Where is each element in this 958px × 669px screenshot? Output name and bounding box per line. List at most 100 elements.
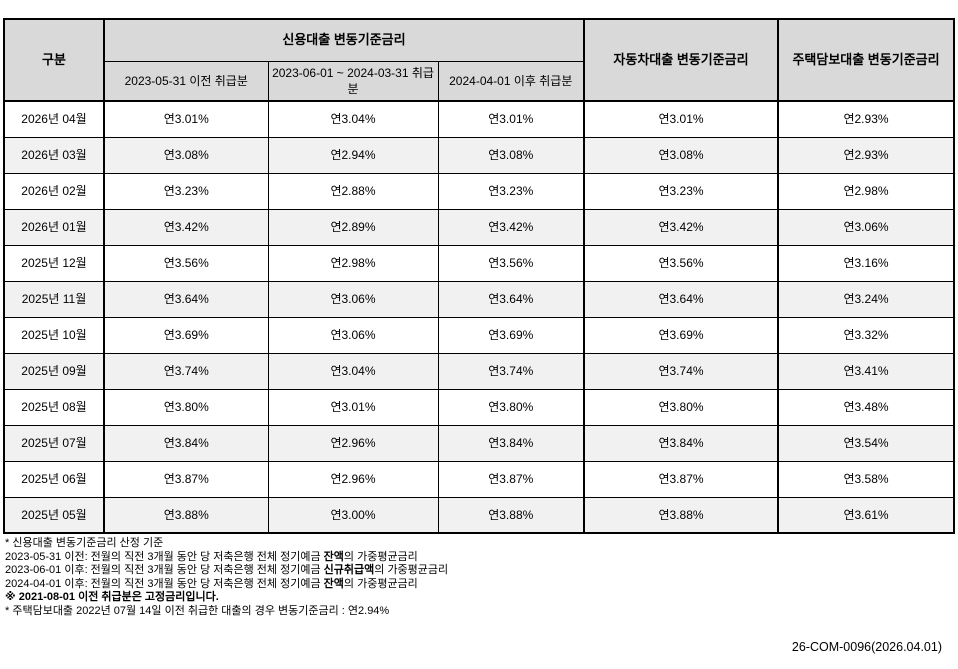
rate-value-cell: 연2.94%	[267, 136, 439, 174]
rate-value-cell: 연3.23%	[103, 172, 269, 210]
row-month-label: 2025년 07월	[3, 424, 105, 462]
header-credit-before-2023-05-31: 2023-05-31 이전 취급분	[103, 60, 269, 102]
row-month-label: 2026년 04월	[3, 100, 105, 138]
table-body: 2026년 04월 연3.01% 연3.04% 연3.01% 연3.01% 연2.93% 2…	[3, 100, 955, 534]
rate-value-cell: 연3.42%	[437, 208, 586, 246]
rate-value-cell: 연3.69%	[437, 316, 586, 354]
rate-value-cell: 연3.64%	[103, 280, 269, 318]
rate-value-cell: 연3.32%	[777, 316, 955, 354]
rate-value-cell: 연3.04%	[267, 100, 439, 138]
rate-value-cell: 연3.01%	[103, 100, 269, 138]
rate-value-cell: 연3.74%	[583, 352, 780, 390]
rate-value-cell: 연2.96%	[267, 424, 439, 462]
table-row: 2025년 11월 연3.64% 연3.06% 연3.64% 연3.64% 연3.24%	[3, 280, 955, 318]
rate-value-cell: 연3.16%	[777, 244, 955, 282]
rate-value-cell: 연3.01%	[583, 100, 780, 138]
rate-value-cell: 연3.04%	[267, 352, 439, 390]
rate-value-cell: 연3.58%	[777, 460, 955, 498]
row-month-label: 2025년 08월	[3, 388, 105, 426]
row-month-label: 2026년 02월	[3, 172, 105, 210]
rate-value-cell: 연3.54%	[777, 424, 955, 462]
rate-value-cell: 연3.06%	[267, 316, 439, 354]
rate-value-cell: 연3.23%	[437, 172, 586, 210]
rate-value-cell: 연3.87%	[437, 460, 586, 498]
footnote-line: ※ 2021-08-01 이전 취급분은 고정금리입니다.	[5, 591, 219, 603]
header-mortgage-loan: 주택담보대출 변동기준금리	[777, 18, 955, 102]
table-row: 2025년 09월 연3.74% 연3.04% 연3.74% 연3.74% 연3.41%	[3, 352, 955, 390]
rate-value-cell: 연3.48%	[777, 388, 955, 426]
rate-value-cell: 연3.01%	[437, 100, 586, 138]
rate-value-cell: 연3.01%	[267, 388, 439, 426]
row-month-label: 2025년 11월	[3, 280, 105, 318]
rate-value-cell: 연3.74%	[437, 352, 586, 390]
table-row: 2026년 03월 연3.08% 연2.94% 연3.08% 연3.08% 연2.93%	[3, 136, 955, 174]
table-row: 2025년 07월 연3.84% 연2.96% 연3.84% 연3.84% 연3.54%	[3, 424, 955, 462]
header-credit-2023-06-01-to-2024-03-31: 2023-06-01 ~ 2024-03-31 취급분	[267, 60, 439, 102]
table-row: 2025년 06월 연3.87% 연2.96% 연3.87% 연3.87% 연3.58%	[3, 460, 955, 498]
rate-value-cell: 연2.93%	[777, 136, 955, 174]
rate-value-cell: 연3.64%	[437, 280, 586, 318]
table-row: 2026년 02월 연3.23% 연2.88% 연3.23% 연3.23% 연2.98%	[3, 172, 955, 210]
rate-value-cell: 연3.00%	[267, 496, 439, 534]
footnote-line: 2023-05-31 이전: 전월의 직전 3개월 동안 당 저축은행 전체 정…	[5, 550, 418, 563]
rate-value-cell: 연2.88%	[267, 172, 439, 210]
row-month-label: 2025년 09월	[3, 352, 105, 390]
row-month-label: 2025년 10월	[3, 316, 105, 354]
rate-value-cell: 연3.42%	[583, 208, 780, 246]
header-category: 구분	[3, 18, 105, 102]
footnote-line: 2023-06-01 이후: 전월의 직전 3개월 동안 당 저축은행 전체 정…	[5, 564, 449, 576]
rate-value-cell: 연3.80%	[103, 388, 269, 426]
table-row: 2026년 04월 연3.01% 연3.04% 연3.01% 연3.01% 연2.93%	[3, 100, 955, 138]
table-row: 2025년 12월 연3.56% 연2.98% 연3.56% 연3.56% 연3.16%	[3, 244, 955, 282]
rate-value-cell: 연3.08%	[437, 136, 586, 174]
rate-value-cell: 연2.89%	[267, 208, 439, 246]
rate-value-cell: 연3.87%	[103, 460, 269, 498]
rate-table: 구분 신용대출 변동기준금리 자동차대출 변동기준금리 주택담보대출 변동기준금…	[3, 18, 956, 534]
rate-value-cell: 연2.98%	[777, 172, 955, 210]
rate-value-cell: 연3.06%	[777, 208, 955, 246]
row-month-label: 2026년 01월	[3, 208, 105, 246]
page: 구분 신용대출 변동기준금리 자동차대출 변동기준금리 주택담보대출 변동기준금…	[3, 18, 956, 654]
rate-value-cell: 연3.88%	[103, 496, 269, 534]
rate-value-cell: 연3.80%	[437, 388, 586, 426]
table-row: 2025년 05월 연3.88% 연3.00% 연3.88% 연3.88% 연3.61%	[3, 496, 955, 534]
rate-value-cell: 연3.88%	[583, 496, 780, 534]
rate-value-cell: 연3.24%	[777, 280, 955, 318]
rate-value-cell: 연3.84%	[103, 424, 269, 462]
rate-value-cell: 연3.23%	[583, 172, 780, 210]
row-month-label: 2025년 05월	[3, 496, 105, 534]
row-month-label: 2025년 12월	[3, 244, 105, 282]
rate-value-cell: 연3.64%	[583, 280, 780, 318]
rate-value-cell: 연3.69%	[583, 316, 780, 354]
table-row: 2026년 01월 연3.42% 연2.89% 연3.42% 연3.42% 연3.06%	[3, 208, 955, 246]
rate-value-cell: 연3.56%	[103, 244, 269, 282]
rate-value-cell: 연3.69%	[103, 316, 269, 354]
rate-value-cell: 연3.80%	[583, 388, 780, 426]
rate-value-cell: 연3.61%	[777, 496, 955, 534]
rate-value-cell: 연3.88%	[437, 496, 586, 534]
rate-value-cell: 연2.96%	[267, 460, 439, 498]
header-auto-loan: 자동차대출 변동기준금리	[583, 18, 780, 102]
header-row-2: 2023-05-31 이전 취급분 2023-06-01 ~ 2024-03-3…	[4, 60, 954, 102]
header-credit-after-2024-04-01: 2024-04-01 이후 취급분	[437, 60, 586, 102]
rate-value-cell: 연2.93%	[777, 100, 955, 138]
rate-value-cell: 연3.08%	[583, 136, 780, 174]
rate-value-cell: 연2.98%	[267, 244, 439, 282]
rate-value-cell: 연3.74%	[103, 352, 269, 390]
rate-value-cell: 연3.84%	[583, 424, 780, 462]
header-credit-loan-group: 신용대출 변동기준금리	[103, 18, 586, 62]
table-row: 2025년 10월 연3.69% 연3.06% 연3.69% 연3.69% 연3.32%	[3, 316, 955, 354]
footnote-line: * 신용대출 변동기준금리 산정 기준	[5, 537, 164, 549]
rate-value-cell: 연3.41%	[777, 352, 955, 390]
header-row-1: 구분 신용대출 변동기준금리 자동차대출 변동기준금리 주택담보대출 변동기준금…	[3, 18, 955, 102]
table-header: 구분 신용대출 변동기준금리 자동차대출 변동기준금리 주택담보대출 변동기준금…	[3, 18, 955, 102]
row-month-label: 2026년 03월	[3, 136, 105, 174]
rate-value-cell: 연3.56%	[437, 244, 586, 282]
footnote-line: * 주택담보대출 2022년 07월 14일 이전 취급한 대출의 경우 변동기…	[5, 604, 390, 617]
footnotes: * 신용대출 변동기준금리 산정 기준 2023-05-31 이전: 전월의 직전…	[3, 537, 954, 618]
table-row: 2025년 08월 연3.80% 연3.01% 연3.80% 연3.80% 연3.48%	[3, 388, 955, 426]
rate-value-cell: 연3.06%	[267, 280, 439, 318]
rate-value-cell: 연3.42%	[103, 208, 269, 246]
footnote-line: 2024-04-01 이후: 전월의 직전 3개월 동안 당 저축은행 전체 정…	[5, 577, 418, 590]
document-reference: 26-COM-0096(2026.04.01)	[791, 640, 942, 654]
